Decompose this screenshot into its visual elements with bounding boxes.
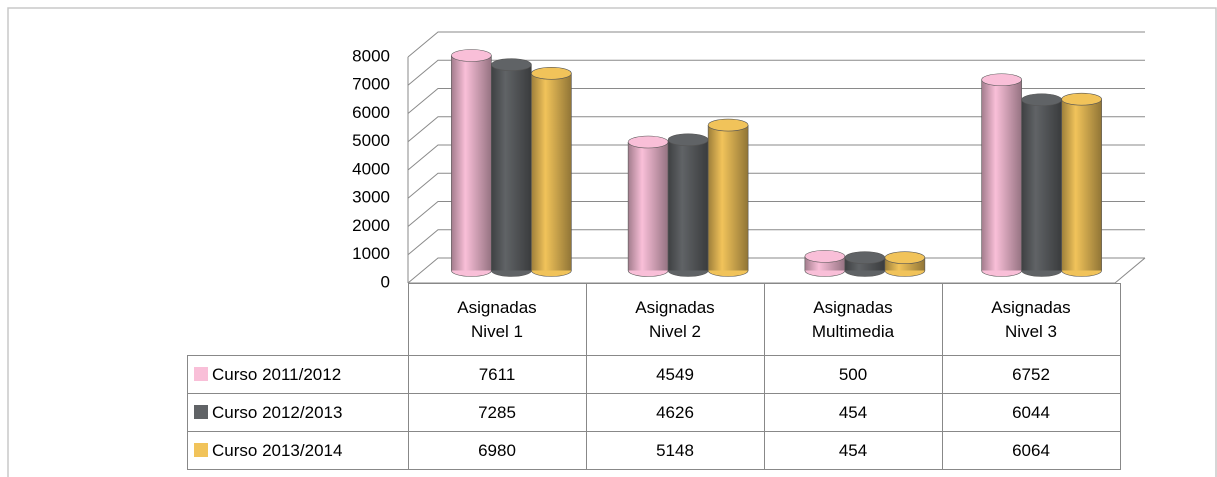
table-value: 7285: [407, 393, 587, 432]
table-row: Curso 2012/2013 7285 4626 454 6044: [187, 393, 1121, 432]
table-value: 5148: [585, 431, 765, 470]
y-tick-label: 7000: [352, 75, 390, 94]
bar-shade: [668, 139, 709, 271]
data-table: Asignadas Nivel 1 Asignadas Nivel 2 Asigna…: [187, 283, 1121, 470]
bar-shade: [1021, 99, 1062, 271]
legend-swatch: [194, 404, 208, 419]
legend-swatch: [194, 442, 208, 457]
y-tick-label: 5000: [352, 131, 390, 150]
grid-line: [407, 116, 1145, 143]
y-tick-label: 3000: [352, 188, 390, 207]
table-value: 6064: [941, 431, 1121, 470]
y-tick-label: 8000: [352, 46, 390, 65]
table-value: 454: [763, 393, 943, 432]
frame: [7, 7, 1217, 477]
table-corner: [187, 283, 409, 356]
legend-cell: Curso 2011/2012: [187, 355, 409, 394]
legend-label: Curso 2013/2014: [212, 440, 343, 460]
y-tick-label: 1000: [352, 244, 390, 263]
category-label: Asignadas Multimedia: [811, 297, 895, 341]
grid-line: [407, 88, 1145, 114]
bar-top: [627, 135, 669, 149]
grid-line: [407, 201, 1145, 227]
table-value: 4549: [585, 355, 765, 394]
category-label: Asignadas Nivel 1: [457, 297, 537, 341]
table-value: 500: [763, 355, 943, 394]
bar-top: [804, 250, 846, 263]
y-tick-label: 0: [381, 272, 390, 291]
y-tick-label: 4000: [352, 159, 390, 178]
legend-cell: Curso 2012/2013: [187, 393, 409, 432]
category-cell: Asignadas Multimedia: [763, 283, 943, 356]
bar-shade: [708, 125, 749, 271]
bar-shade: [1061, 99, 1102, 271]
table-value: 6044: [941, 393, 1121, 432]
category-cell: Asignadas Nivel 1: [407, 283, 587, 356]
legend-label: Curso 2011/2012: [212, 364, 342, 384]
bar-top: [884, 251, 926, 264]
grid-line: [407, 229, 1145, 256]
y-tick-label: 6000: [352, 103, 390, 122]
legend-cell: Curso 2013/2014: [187, 431, 409, 470]
bar-shade: [628, 141, 669, 271]
legend-label: Curso 2012/2013: [212, 402, 343, 422]
table-value: 4626: [585, 393, 765, 432]
category-label: Asignadas Nivel 3: [991, 297, 1071, 341]
bar-shade: [981, 79, 1022, 271]
grid-line: [407, 144, 1145, 171]
table-value: 6980: [407, 431, 587, 470]
table-row: Curso 2011/2012 7611 4549 500 6752: [187, 355, 1121, 394]
grid-line: [407, 31, 1145, 58]
bar-top: [1061, 92, 1102, 106]
bar-top: [491, 58, 532, 71]
table-row: Curso 2013/2014 6980 5148 454 6064: [187, 431, 1121, 470]
legend-swatch: [194, 366, 208, 381]
grid-line: [407, 59, 1145, 86]
bar-shade: [451, 55, 492, 271]
bar-top: [667, 133, 709, 147]
grid-line: [407, 172, 1145, 199]
table-value: 6752: [941, 355, 1121, 394]
bar-top: [844, 251, 886, 264]
bar-top: [451, 49, 492, 62]
table-header-row: Asignadas Nivel 1 Asignadas Nivel 2 Asigna…: [187, 283, 1121, 356]
y-tick-label: 2000: [352, 216, 390, 235]
bar-shade: [531, 73, 572, 271]
bar-top: [531, 67, 572, 80]
category-cell: Asignadas Nivel 3: [941, 283, 1121, 356]
category-label: Asignadas Nivel 2: [635, 297, 715, 341]
bar-top: [1021, 93, 1062, 107]
table-value: 454: [763, 431, 943, 470]
category-cell: Asignadas Nivel 2: [585, 283, 765, 356]
bar-top: [981, 73, 1022, 87]
bar-shade: [491, 64, 532, 271]
bar-top: [707, 118, 749, 132]
table-value: 7611: [407, 355, 587, 394]
